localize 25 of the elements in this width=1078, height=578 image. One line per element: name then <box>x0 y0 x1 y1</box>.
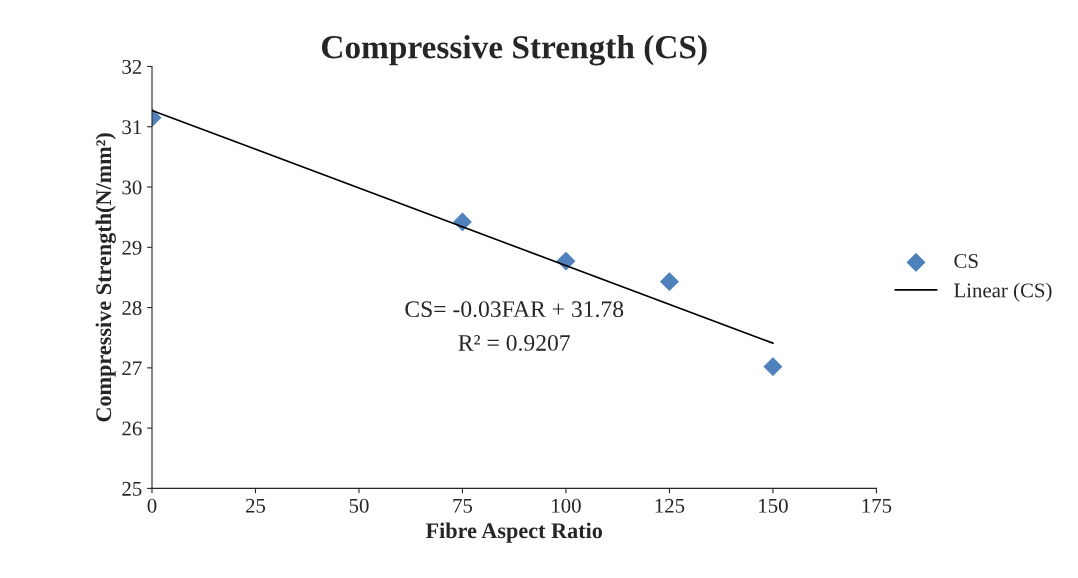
y-tick-label: 29 <box>122 240 142 255</box>
annotation: CS= -0.03FAR + 31.78 <box>405 301 624 318</box>
x-tick-label: 25 <box>245 498 266 513</box>
x-tick-label: 50 <box>349 498 369 513</box>
point <box>658 270 681 293</box>
y-tick-label: 28 <box>122 300 142 316</box>
y-tick-label: 26 <box>122 421 142 436</box>
y-tick-label: 25 <box>122 481 142 496</box>
x-tick-label: 150 <box>759 498 788 513</box>
x-tick-label: 125 <box>655 498 685 513</box>
x-tick-label: 100 <box>552 498 581 513</box>
y-tick-label: 27 <box>122 361 142 376</box>
legend-label: CS <box>954 254 978 268</box>
x-tick-label: 175 <box>862 498 892 513</box>
x-axis-title: Fibre Aspect Ratio <box>425 522 603 543</box>
legend-label: Linear (CS) <box>954 282 1052 302</box>
x-tick-label: 75 <box>453 498 473 513</box>
y-tick-label: 30 <box>122 180 142 195</box>
chart-title: Compressive Strength (CS) <box>322 35 707 66</box>
x-tick-label: 0 <box>147 498 157 513</box>
annotation: R² = 0.9207 <box>458 334 570 351</box>
point <box>762 355 784 378</box>
y-axis-title: Compressive Strength(N/mm²) <box>95 133 116 422</box>
y-tick-label: 31 <box>122 120 142 135</box>
y-tick-label: 32 <box>122 59 142 74</box>
